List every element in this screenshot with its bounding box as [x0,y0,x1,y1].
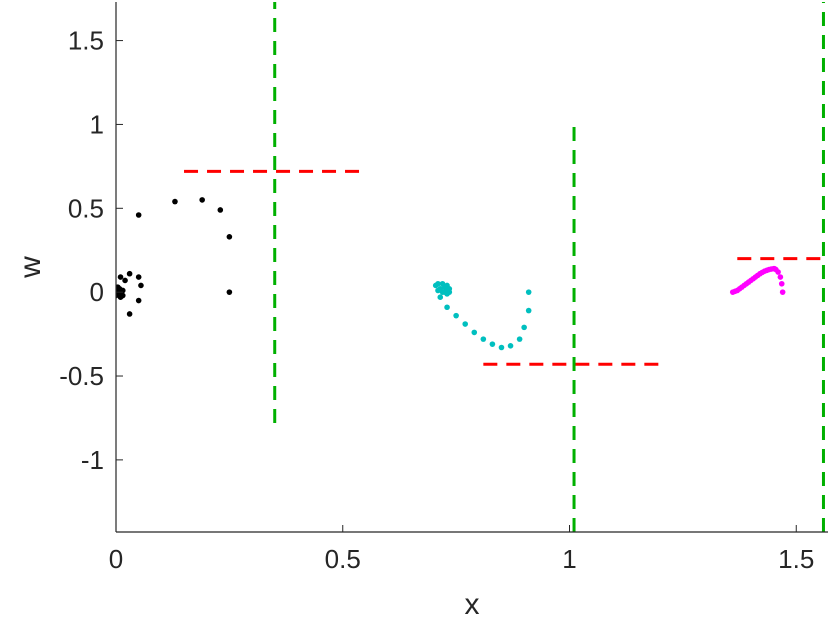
data-point-s0-12 [122,277,128,284]
data-point-s2-13 [778,280,785,287]
data-point-s1-8 [471,329,478,336]
data-point-s0-1 [226,234,233,240]
data-point-s1-6 [489,341,496,347]
x-axis-label: x [465,588,480,621]
y-tick-label: -0.5 [59,361,104,391]
data-point-s0-20 [116,284,121,290]
data-point-s1-2 [521,324,527,331]
data-point-s1-15 [435,280,441,287]
y-tick-label: 1.5 [68,26,104,56]
data-point-s0-4 [172,198,178,205]
x-tick-label: 0 [109,544,123,574]
data-point-s1-0 [525,289,532,295]
data-point-s2-21 [759,269,766,276]
data-point-s0-23 [117,294,124,300]
data-point-s2-19 [750,275,756,282]
data-point-s0-3 [199,197,205,203]
data-point-s1-22 [437,286,444,292]
data-point-s1-9 [462,321,468,327]
x-tick-label: 0.5 [325,544,361,574]
data-point-s1-1 [525,307,532,314]
y-tick-label: 1 [90,109,104,139]
data-point-s2-11 [775,269,781,275]
y-tick-label: 0.5 [68,193,104,223]
data-point-s1-5 [498,344,505,351]
data-point-s2-15 [732,288,738,295]
y-tick-label: 0 [90,277,104,307]
data-point-s0-11 [126,311,133,317]
data-point-s0-0 [226,289,233,295]
data-point-s2-17 [741,282,747,289]
data-point-s0-10 [135,297,142,304]
data-point-s2-24 [771,265,778,272]
data-point-s1-10 [453,312,459,319]
data-point-s1-7 [480,336,487,342]
data-point-s0-6 [117,274,124,280]
data-point-s0-9 [138,282,144,289]
data-point-s2-16 [736,286,743,292]
data-point-s2-20 [754,272,761,279]
axes: 0 0.5 1 1.5 -1 -0.5 0 0.5 1 1.5 [59,2,828,574]
data-point-s1-4 [507,343,514,349]
data-point-s2-12 [777,274,784,280]
data-point-s0-5 [135,212,142,218]
data-point-s2-22 [763,267,770,274]
data-point-s0-2 [217,207,224,213]
plot-area [116,2,828,532]
data-point-s1-12 [437,294,444,300]
x-tick-label: 1 [562,544,576,574]
data-point-s1-25 [441,289,448,295]
data-point-s2-18 [745,279,752,285]
y-tick-label: -1 [81,445,104,475]
data-point-s1-11 [444,304,450,311]
x-tick-label: 1.5 [778,544,814,574]
data-point-s1-3 [516,336,523,342]
data-point-s0-8 [135,274,142,280]
data-point-s2-14 [779,289,786,295]
y-axis-label: w [14,256,47,279]
data-point-s0-7 [126,270,133,277]
